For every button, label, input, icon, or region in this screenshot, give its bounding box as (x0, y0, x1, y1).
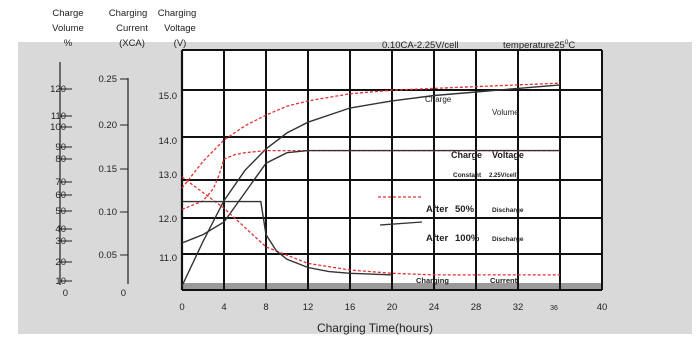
header-voltage-label: Voltage (164, 23, 196, 34)
header-charging-label: Charging (109, 8, 148, 19)
temperature-label: temperature250C (503, 39, 575, 51)
voltage-axis: 15.0 14.0 13.0 12.0 11.0 (159, 91, 178, 264)
charging-current-annotation-1: Charging (416, 276, 449, 285)
volume-tick-label: 50 (55, 206, 66, 217)
curves (181, 82, 561, 287)
volume-tick-label: 30 (55, 236, 66, 247)
x-tick-label: 12 (303, 302, 314, 313)
volume-tick-label: 20 (55, 257, 66, 268)
volume-tick-label: 80 (55, 154, 66, 165)
current-tick-label: 0.10 (99, 207, 118, 218)
charge-volume-annotation-2: Volume (492, 108, 519, 117)
volume-tick-label: 0 (63, 288, 68, 299)
volume-tick-label: 40 (55, 224, 66, 235)
charge-voltage-after-100-curve (181, 149, 560, 244)
after-100-label-3: Discharge (492, 236, 524, 243)
volume-tick-label: 120 (50, 84, 66, 95)
x-tick-label: 28 (471, 302, 482, 313)
x-tick-label: 24 (429, 302, 440, 313)
x-tick-label: 16 (345, 302, 356, 313)
after-100-legend-line (379, 221, 423, 226)
volume-tick-label: 100 (50, 122, 66, 133)
charging-current-after-100-curve (182, 200, 393, 276)
header-charging-label-2: Charging (158, 8, 197, 19)
header-current-label: Current (116, 23, 148, 34)
after-50-label-1: After (426, 204, 448, 215)
volume-tick-label: 90 (55, 142, 66, 153)
x-tick-label: 4 (221, 302, 226, 313)
x-tick-label: 0 (179, 302, 184, 313)
current-tick-label: 0.20 (99, 120, 118, 131)
voltage-tick-label: 14.0 (159, 136, 178, 147)
header-xca-label: (XCA) (119, 38, 145, 49)
charge-voltage-annotation-1: Charge (451, 150, 482, 160)
charging-current-after-50-curve (181, 176, 560, 276)
voltage-tick-label: 15.0 (159, 91, 178, 102)
constant-detail-annotation: 2.25V/cell) (489, 173, 518, 179)
charge-voltage-annotation-2: Voltage (492, 150, 524, 160)
charge-volume-annotation-1: Charge (425, 95, 452, 104)
after-100-label-2: 100% (455, 233, 480, 244)
x-tick-label: 8 (263, 302, 268, 313)
header-percent-label: % (64, 38, 73, 49)
voltage-tick-label: 11.0 (159, 253, 177, 264)
charging-current-annotation-2: Current (490, 276, 518, 285)
volume-tick-label: 70 (55, 177, 66, 188)
voltage-tick-label: 13.0 (159, 170, 178, 181)
charge-volume-after-50-curve (181, 82, 561, 189)
x-axis: 0 4 8 12 16 20 24 28 32 36 40 (179, 302, 607, 313)
current-tick-label: 0.25 (99, 74, 118, 85)
condition-label: 0.10CA-2.25V/cell (382, 40, 459, 51)
after-50-label-2: 50% (455, 204, 475, 215)
x-tick-label: 32 (513, 302, 524, 313)
after-100-label-1: After (426, 233, 448, 244)
current-axis: 0.25 0.20 0.15 0.10 0.05 0 (99, 74, 128, 299)
header-volume-label: Volume (52, 23, 84, 34)
after-50-label-3: Discharge (492, 207, 524, 214)
x-axis-title: Charging Time(hours) (317, 321, 433, 335)
current-tick-label: 0 (121, 288, 126, 299)
constant-annotation: Constant (453, 172, 482, 179)
current-tick-label: 0.15 (99, 164, 118, 175)
x-tick-label: 40 (597, 302, 608, 313)
x-tick-label: 36 (550, 305, 558, 312)
volume-tick-label: 110 (51, 111, 66, 122)
header-volt-unit-label: (V) (174, 38, 187, 49)
x-tick-label: 20 (387, 302, 398, 313)
volume-tick-label: 60 (55, 190, 66, 201)
grid (180, 49, 603, 291)
voltage-tick-label: 12.0 (159, 214, 178, 225)
current-tick-label: 0.05 (99, 250, 118, 261)
volume-tick-label: 10 (55, 276, 66, 287)
header-charge-label: Charge (52, 8, 83, 19)
charge-volume-after-100-curve (181, 84, 561, 287)
